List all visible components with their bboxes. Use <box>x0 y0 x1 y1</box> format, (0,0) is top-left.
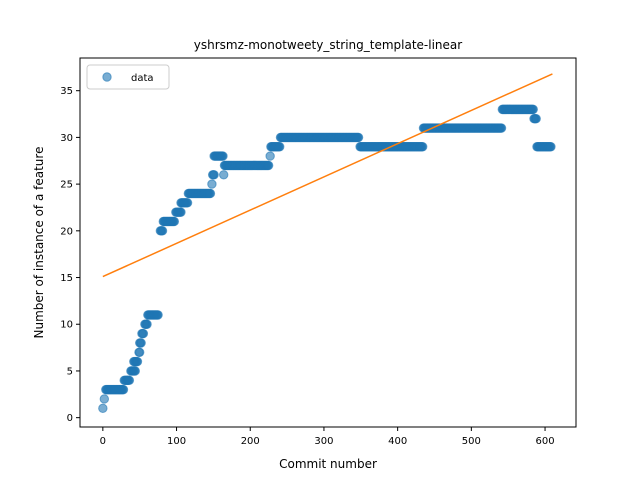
data-point <box>142 319 152 329</box>
data-point <box>353 132 364 143</box>
data-point <box>531 114 541 124</box>
legend-marker-data <box>102 72 112 82</box>
data-point <box>99 394 110 404</box>
data-point <box>209 170 219 180</box>
x-axis-label: Commit number <box>279 457 377 471</box>
plot-frame <box>79 57 577 428</box>
data-point <box>528 104 538 115</box>
data-point <box>138 328 149 339</box>
legend-label-data: data <box>131 73 154 84</box>
data-point <box>205 188 216 199</box>
data-point <box>418 142 428 152</box>
data-point <box>169 216 180 227</box>
data-point <box>118 384 129 395</box>
fit-line <box>102 73 553 278</box>
x-tick-label: 600 <box>535 436 554 447</box>
y-tick-label: 35 <box>60 86 73 97</box>
data-point <box>157 226 168 236</box>
y-tick-label: 20 <box>60 226 73 237</box>
data-point <box>265 151 275 161</box>
data-point <box>207 179 217 189</box>
data-point <box>135 347 145 357</box>
y-tick-label: 10 <box>60 320 73 331</box>
y-axis-label: Number of instance of a feature <box>32 147 46 339</box>
data-point <box>219 170 229 180</box>
y-tick-label: 25 <box>60 180 73 191</box>
data-point <box>176 207 186 217</box>
x-tick-label: 0 <box>100 436 106 447</box>
data-point <box>546 142 556 152</box>
data-point <box>136 338 146 348</box>
x-tick-label: 100 <box>167 436 186 447</box>
data-point <box>275 142 285 152</box>
data-point <box>132 356 143 367</box>
y-tick-label: 15 <box>60 273 73 284</box>
chart-title: yshrsmz-monotweety_string_template-linea… <box>194 38 462 52</box>
y-tick-label: 5 <box>67 366 73 377</box>
legend-box <box>86 64 170 90</box>
x-tick-label: 500 <box>462 436 481 447</box>
x-tick-label: 300 <box>314 436 333 447</box>
data-point <box>182 198 193 208</box>
x-tick-label: 400 <box>388 436 407 447</box>
data-point <box>130 366 140 376</box>
data-point <box>218 151 228 161</box>
x-tick-label: 200 <box>241 436 260 447</box>
data-point <box>263 160 274 171</box>
data-point <box>496 123 507 133</box>
axis-layer: 0 100 200 300 400 500 600 0 5 10 15 20 25 30 35 <box>60 86 554 447</box>
data-point <box>153 310 163 320</box>
y-tick-label: 30 <box>60 133 73 144</box>
y-tick-label: 0 <box>67 413 73 424</box>
data-point <box>98 403 108 414</box>
plot-layer <box>98 73 556 414</box>
data-point <box>124 375 135 385</box>
legend: data <box>86 64 170 90</box>
